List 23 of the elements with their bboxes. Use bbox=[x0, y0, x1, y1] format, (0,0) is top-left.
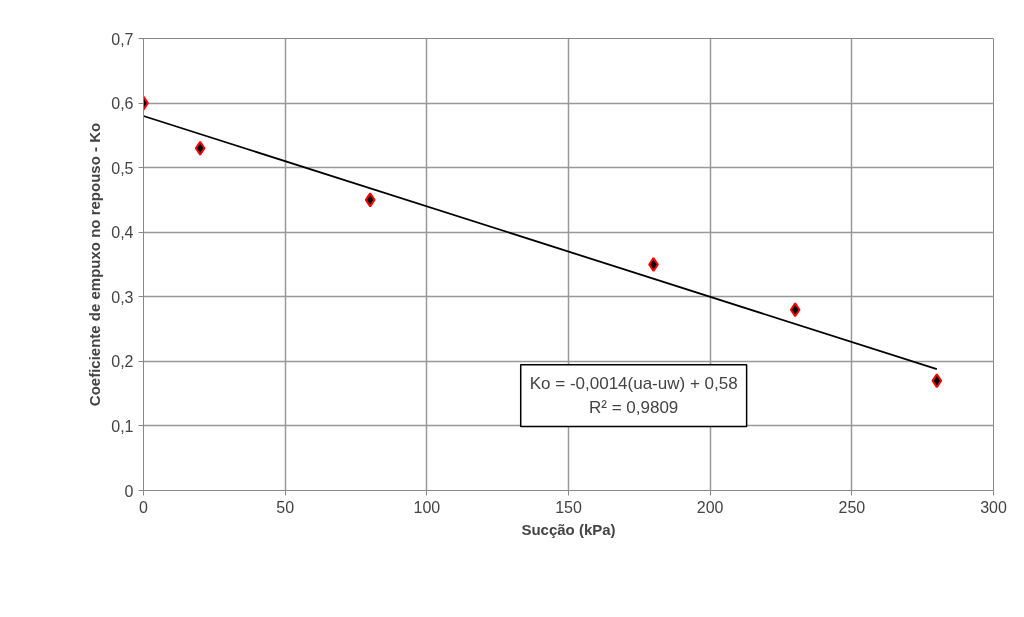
point bbox=[364, 192, 376, 208]
x-tick-label: 200 bbox=[696, 498, 724, 516]
x-axis-title: Sucção (kPa) bbox=[521, 520, 616, 538]
y-tick-label: 0,6 bbox=[111, 95, 134, 113]
x-tick-label: 100 bbox=[413, 498, 441, 516]
point bbox=[648, 257, 659, 272]
y-tick-label: 0,4 bbox=[111, 224, 134, 242]
y-tick-label: 0,3 bbox=[111, 288, 134, 306]
point bbox=[789, 302, 801, 318]
x-tick-label: 150 bbox=[555, 498, 582, 516]
y-tick-label: 0,2 bbox=[111, 353, 134, 371]
y-tick-label: 0 bbox=[124, 482, 134, 500]
point bbox=[931, 373, 943, 389]
y-tick-label: 0,1 bbox=[111, 417, 134, 435]
x-tick-label: 0 bbox=[139, 498, 149, 516]
y-tick-label: 0,5 bbox=[111, 159, 134, 177]
x-tick-label: 250 bbox=[838, 498, 866, 516]
point bbox=[194, 140, 206, 156]
y-axis-title: Coeficiente de empuxo no repouso - Ko bbox=[86, 122, 104, 407]
x-tick-label: 300 bbox=[980, 498, 1007, 516]
x-tick-label: 50 bbox=[276, 498, 295, 516]
y-tick-label: 0,7 bbox=[111, 30, 134, 48]
annotation: Ko = -0,0014(ua-uw) + 0,58 R² = 0,9809 bbox=[529, 373, 738, 418]
